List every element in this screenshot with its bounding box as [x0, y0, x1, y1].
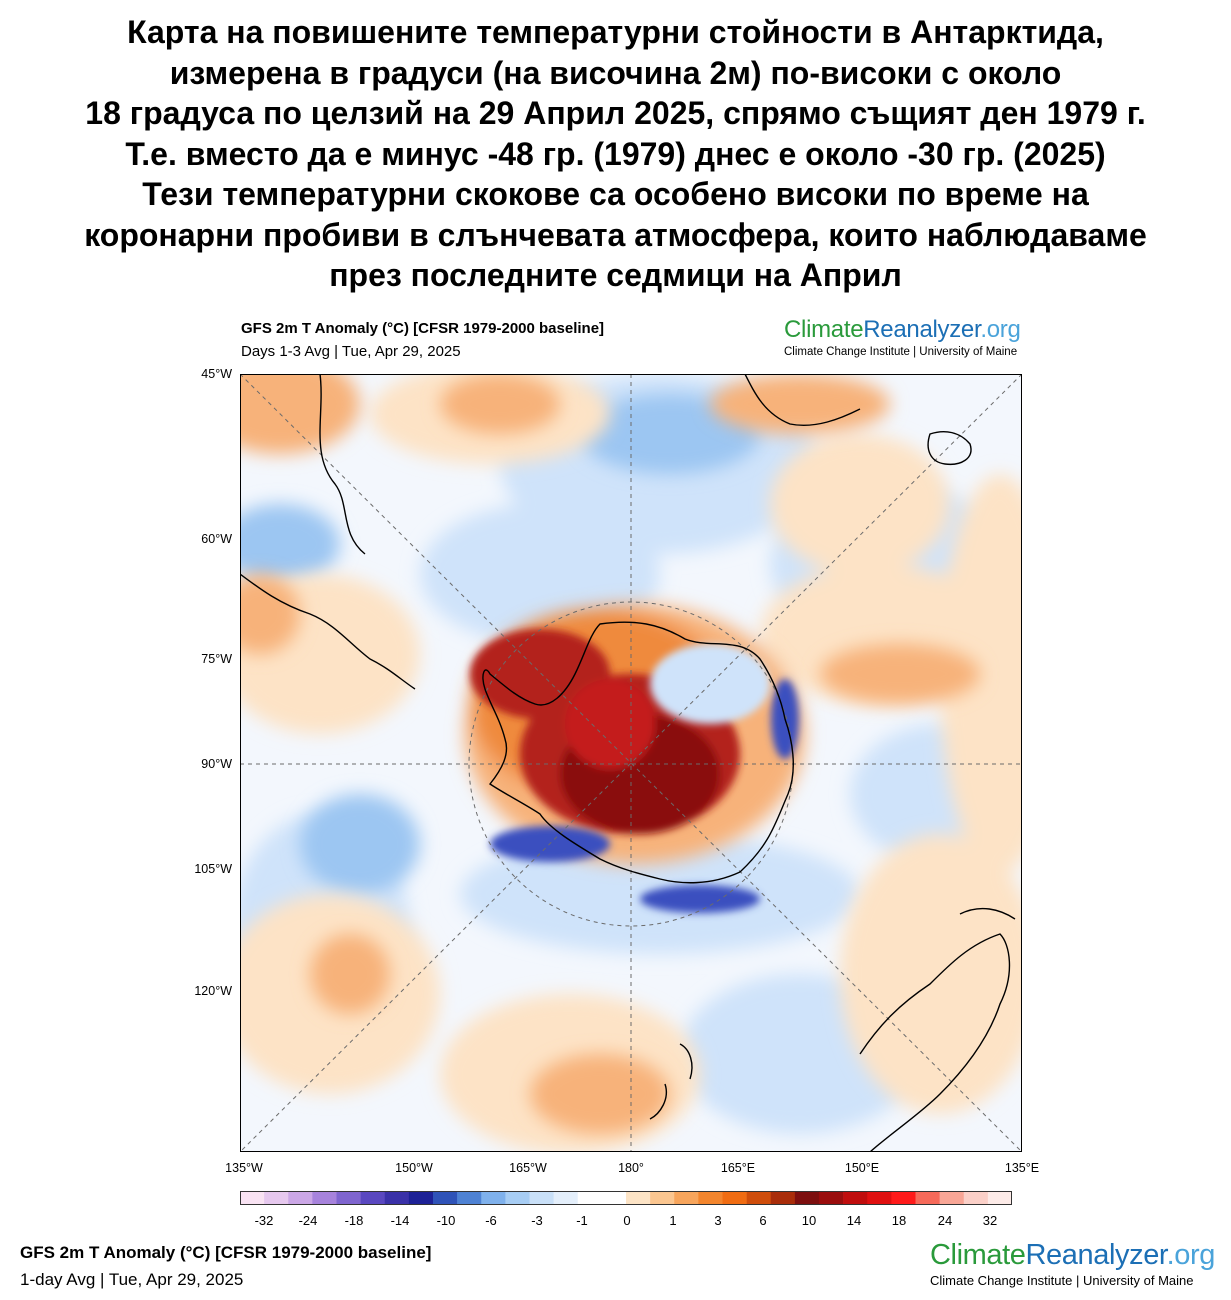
colorbar-swatch — [963, 1191, 989, 1205]
colorbar-swatch — [264, 1191, 289, 1205]
colorbar-swatch — [722, 1191, 747, 1205]
colorbar-label: -6 — [485, 1213, 497, 1228]
lat-label: 75°W — [201, 652, 232, 666]
colorbar-swatch — [457, 1191, 482, 1205]
colorbar-label: 0 — [623, 1213, 631, 1228]
colorbar-swatch — [577, 1191, 603, 1205]
colorbar-swatch — [312, 1191, 337, 1205]
lon-label: 150°W — [395, 1161, 433, 1175]
colorbar-swatch — [505, 1191, 530, 1205]
temperature-anomaly-map — [240, 374, 1022, 1152]
headline-line: Тези температурни скокове са особено вис… — [142, 176, 1089, 212]
footer-title: GFS 2m T Anomaly (°C) [CFSR 1979-2000 ba… — [20, 1243, 432, 1262]
colorbar-swatch — [433, 1191, 458, 1205]
colorbar-swatch — [360, 1191, 386, 1205]
lat-label: 45°W — [201, 367, 232, 381]
colorbar-label: -14 — [390, 1213, 410, 1228]
lon-label: 180° — [618, 1161, 644, 1175]
colorbar-swatch — [240, 1191, 265, 1205]
colorbar-swatch — [939, 1191, 965, 1205]
colorbar-label: 18 — [891, 1213, 907, 1228]
headline: Карта на повишените температурни стойнос… — [0, 12, 1231, 296]
colorbar-label: 3 — [714, 1213, 722, 1228]
colorbar-swatch — [794, 1191, 820, 1205]
coastlines — [240, 374, 1016, 1152]
colorbar-swatch — [674, 1191, 699, 1205]
colorbar-swatch — [770, 1191, 796, 1205]
lon-label: 165°E — [720, 1161, 756, 1175]
lon-label: 135°E — [1004, 1161, 1040, 1175]
colorbar-swatch — [601, 1191, 627, 1205]
lon-label: 150°E — [844, 1161, 880, 1175]
headline-line: през последните седмици на Април — [329, 257, 902, 293]
colorbar-label: -1 — [576, 1213, 588, 1228]
headline-line: измерена в градуси (на височина 2м) по-в… — [169, 54, 1062, 91]
colorbar — [240, 1191, 1012, 1205]
colorbar-swatch — [384, 1191, 410, 1205]
colorbar-label: -3 — [531, 1213, 543, 1228]
colorbar-label: 10 — [801, 1213, 817, 1228]
footer-brand-subtitle: Climate Change Institute | University of… — [930, 1273, 1194, 1288]
colorbar-swatch — [891, 1191, 916, 1205]
colorbar-swatch — [553, 1191, 579, 1205]
colorbar-label: -32 — [254, 1213, 274, 1228]
lat-label: 90°W — [201, 757, 232, 771]
colorbar-swatch — [819, 1191, 844, 1205]
brand-logo[interactable]: ClimateReanalyzer.org — [784, 316, 1021, 343]
map-subtitle: Days 1-3 Avg | Tue, Apr 29, 2025 — [241, 343, 461, 360]
footer-subtitle: 1-day Avg | Tue, Apr 29, 2025 — [20, 1270, 244, 1289]
colorbar-swatch — [867, 1191, 892, 1205]
lat-label: 60°W — [201, 532, 232, 546]
map-title: GFS 2m T Anomaly (°C) [CFSR 1979-2000 ba… — [241, 320, 605, 337]
colorbar-swatch — [698, 1191, 723, 1205]
colorbar-swatch — [843, 1191, 868, 1205]
lon-label: 135°W — [225, 1161, 263, 1175]
colorbar-swatch — [529, 1191, 554, 1205]
colorbar-swatch — [915, 1191, 940, 1205]
headline-line: коронарни пробиви в слънчевата атмосфера… — [84, 216, 1147, 253]
colorbar-label: -10 — [436, 1213, 456, 1228]
colorbar-swatch — [336, 1191, 361, 1205]
colorbar-label: -18 — [344, 1213, 364, 1228]
colorbar-swatch — [288, 1191, 313, 1205]
colorbar-label: 1 — [669, 1213, 677, 1228]
headline-line: Т.е. вместо да е минус -48 гр. (1979) дн… — [125, 135, 1106, 172]
headline-line: 18 градуса по целзий на 29 Април 2025, с… — [85, 95, 1146, 131]
colorbar-swatch — [481, 1191, 506, 1205]
footer-brand-logo[interactable]: ClimateReanalyzer.org — [930, 1239, 1215, 1271]
colorbar-label: -24 — [298, 1213, 318, 1228]
colorbar-swatch — [650, 1191, 675, 1205]
colorbar-label: 32 — [982, 1213, 998, 1228]
lat-label: 105°W — [194, 862, 232, 876]
colorbar-swatch — [987, 1191, 1012, 1205]
colorbar-swatch — [626, 1191, 651, 1205]
colorbar-swatch — [746, 1191, 772, 1205]
colorbar-label: 6 — [759, 1213, 767, 1228]
brand-subtitle: Climate Change Institute | University of… — [784, 346, 1018, 358]
lon-label: 165°W — [509, 1161, 547, 1175]
headline-line: Карта на повишените температурни стойнос… — [127, 14, 1104, 50]
colorbar-label: 24 — [937, 1213, 953, 1228]
colorbar-swatch — [408, 1191, 434, 1205]
lat-label: 120°W — [194, 984, 232, 998]
colorbar-label: 14 — [846, 1213, 862, 1228]
colorbar-border — [240, 1191, 1012, 1205]
